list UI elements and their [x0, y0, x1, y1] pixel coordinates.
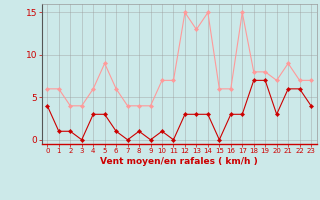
X-axis label: Vent moyen/en rafales ( km/h ): Vent moyen/en rafales ( km/h )	[100, 157, 258, 166]
